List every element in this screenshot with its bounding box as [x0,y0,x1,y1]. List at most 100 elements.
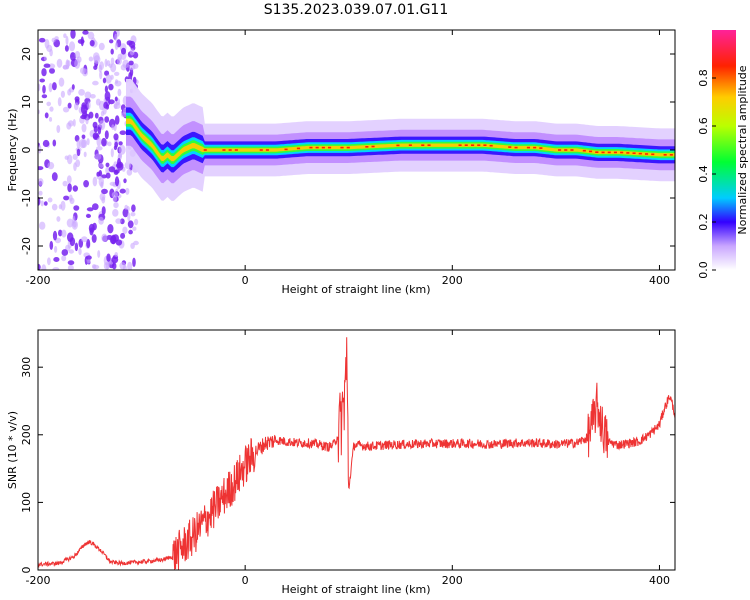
noise-blob [91,234,97,243]
snr-x-tick-label: 200 [442,574,463,587]
noise-blob [87,101,91,110]
noise-blob [108,99,115,105]
figure-title: S135.2023.039.07.01.G11 [264,2,449,18]
noise-blob [38,144,42,154]
noise-blob [132,226,137,231]
noise-blob [38,190,43,196]
noise-blob [82,68,88,77]
noise-blob [49,68,55,74]
noise-blob [65,59,70,70]
noise-blob [111,262,117,270]
spectrogram-plot [38,30,675,270]
noise-blob [110,48,114,55]
noise-blob [47,197,53,203]
noise-blob [93,65,98,70]
noise-blob [115,218,122,224]
noise-blob [105,74,112,84]
noise-blob [100,110,105,117]
noise-blob [121,47,126,55]
noise-blob [80,114,87,120]
noise-blob [67,183,72,193]
noise-blob [133,240,139,246]
noise-blob [86,255,92,260]
noise-blob [86,238,91,249]
noise-blob [42,84,46,94]
noise-blob [83,180,89,188]
noise-blob [39,78,45,83]
noise-blob [113,133,119,141]
noise-blob [67,260,75,266]
noise-blob [67,264,74,270]
colorbar-tick-label: 0.8 [697,69,710,87]
noise-blob [71,84,75,90]
noise-blob [40,200,44,207]
snr-x-tick-label: 0 [242,574,249,587]
noise-blob [106,60,111,67]
noise-blob [98,42,105,51]
noise-blob [68,249,75,254]
noise-blob [111,191,119,198]
noise-blob [125,187,130,195]
noise-blob [56,125,61,133]
noise-blob [49,48,53,57]
noise-blob [49,240,54,250]
spectrogram-panel: -200 0 200 400 -20 -10 0 10 20 Height of straigh… [6,29,676,296]
snr-x-tick-label: -200 [26,574,51,587]
noise-blob [104,85,108,93]
noise-blob [122,59,129,69]
snr-y-label: SNR (10 * v/v) [6,411,19,489]
colorbar-label: Normalized spectral amplitude [736,65,749,234]
noise-blob [81,134,86,140]
noise-blob [130,212,136,217]
noise-blob [104,116,110,123]
noise-blob [57,97,62,107]
noise-blob [68,41,76,52]
noise-blob [74,242,79,252]
snr-y-tick-label: 300 [20,357,33,378]
noise-blob [115,79,118,84]
snr-frame [37,329,676,571]
noise-blob [81,123,87,133]
noise-blob [114,33,118,41]
noise-blob [108,83,114,91]
colorbar-tick-label: 0.2 [697,213,710,231]
noise-blob [110,57,115,65]
noise-blob [58,77,65,87]
spectrogram-x-tick-label: 200 [442,274,463,287]
noise-blob [69,197,75,204]
noise-blob [92,80,99,86]
snr-line [38,337,675,570]
noise-blob [73,205,80,211]
noise-blob [72,185,79,192]
noise-blob [82,30,89,35]
noise-blob [105,262,110,270]
snr-x-tick-label: 400 [649,574,670,587]
noise-blob [114,115,120,125]
noise-blob [47,257,51,266]
noise-blob [68,120,74,127]
noise-blob [61,255,67,262]
noise-blob [106,253,111,262]
noise-blob [84,91,92,99]
noise-blob [54,245,58,253]
noise-blob [114,42,119,50]
noise-blob [72,153,78,160]
noise-blob [48,117,53,122]
noise-blob [89,227,94,236]
noise-blob [61,249,69,256]
noise-blob [101,206,106,216]
spectrogram-x-tick-label: 0 [242,274,249,287]
noise-blob [119,262,126,270]
noise-blob [53,257,60,262]
noise-blob [97,126,102,135]
noise-blob [64,45,69,52]
noise-blob [52,139,57,147]
noise-blob [63,33,67,38]
noise-blob [87,31,95,40]
noise-blob [56,216,61,222]
noise-blob [72,119,76,127]
noise-blob [94,153,102,160]
noise-blob [98,170,103,177]
snr-plot [38,337,675,570]
